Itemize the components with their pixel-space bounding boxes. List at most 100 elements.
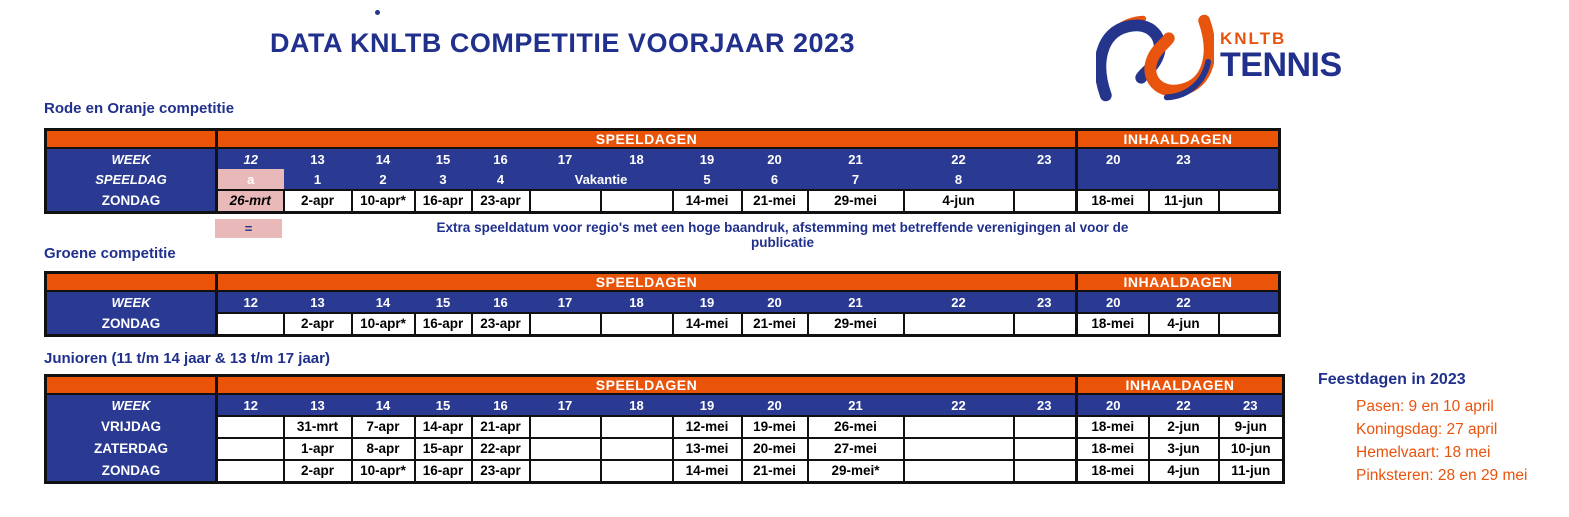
table-row: ZONDAG 2-apr 10-apr* 16-apr 23-apr 14-mei 21-m… bbox=[45, 312, 1281, 337]
holiday-item: Hemelvaart: 18 mei bbox=[1356, 444, 1491, 461]
date-cell: 12-mei bbox=[671, 415, 743, 439]
logo-knltb-text: KNLTB bbox=[1220, 29, 1287, 48]
section-title-junioren: Junioren (11 t/m 14 jaar & 13 t/m 17 jaa… bbox=[44, 350, 330, 367]
date-cell: 8-apr bbox=[350, 437, 416, 461]
week-cell: 16 bbox=[471, 148, 530, 169]
date-cell: 7-apr bbox=[350, 415, 416, 439]
holidays-title: Feestdagen in 2023 bbox=[1318, 371, 1466, 388]
week-cell: 8 bbox=[903, 169, 1014, 190]
date-cell bbox=[902, 459, 1015, 484]
date-cell: 23-apr bbox=[470, 189, 531, 214]
week-cell: 22 bbox=[1148, 394, 1219, 416]
date-cell bbox=[599, 312, 674, 337]
week-cell: 18 bbox=[600, 148, 673, 169]
week-cell: 12 bbox=[216, 394, 284, 416]
week-cell: 2 bbox=[351, 169, 415, 190]
week-cell: 17 bbox=[529, 291, 601, 313]
date-cell: 21-mei bbox=[740, 459, 809, 484]
table-row: VRIJDAG 31-mrt 7-apr 14-apr 21-apr 12-mei 19-m… bbox=[45, 415, 1285, 439]
date-cell bbox=[1217, 312, 1281, 337]
week-cell: 16 bbox=[471, 291, 530, 313]
date-cell: 29-mei bbox=[806, 312, 905, 337]
date-cell bbox=[599, 415, 674, 439]
date-cell: 10-jun bbox=[1217, 437, 1285, 461]
week-cell: 23 bbox=[1218, 394, 1284, 416]
week-cell: 15 bbox=[414, 291, 472, 313]
week-cell: 7 bbox=[807, 169, 904, 190]
date-cell: 2-jun bbox=[1147, 415, 1220, 439]
table-row: ZONDAG 2-apr 10-apr* 16-apr 23-apr 14-mei 21-m… bbox=[45, 459, 1285, 484]
week-cell: 18 bbox=[600, 394, 673, 416]
date-cell: 10-apr* bbox=[350, 459, 416, 484]
date-cell: 26-mrt bbox=[215, 189, 285, 214]
date-cell bbox=[215, 437, 285, 461]
date-cell bbox=[1012, 459, 1078, 484]
date-cell: 20-mei bbox=[740, 437, 809, 461]
week-cell: 22 bbox=[1148, 291, 1219, 313]
date-cell bbox=[528, 437, 602, 461]
week-cell: 23 bbox=[1013, 291, 1077, 313]
footnote-text: Extra speeldatum voor regio's met een ho… bbox=[436, 220, 1129, 250]
date-cell: 21-apr bbox=[470, 415, 531, 439]
row-label: VRIJDAG bbox=[45, 416, 218, 438]
week-cell: 13 bbox=[283, 148, 352, 169]
date-cell: 2-apr bbox=[282, 459, 353, 484]
vakantie-cell: Vakantie bbox=[529, 169, 673, 190]
week-cell: 19 bbox=[672, 394, 742, 416]
date-cell: 29-mei bbox=[806, 189, 905, 214]
date-cell: 18-mei bbox=[1075, 189, 1150, 214]
date-cell: 21-mei bbox=[740, 189, 809, 214]
week-cell: 12 bbox=[216, 291, 284, 313]
week-cell: 19 bbox=[672, 148, 742, 169]
week-cell: 18 bbox=[600, 291, 673, 313]
date-cell bbox=[528, 459, 602, 484]
date-cell bbox=[1012, 415, 1078, 439]
week-cell: 14 bbox=[351, 291, 415, 313]
date-cell: 1-apr bbox=[282, 437, 353, 461]
speeldagen-band: SPEELDAGEN bbox=[216, 129, 1077, 149]
date-cell: 23-apr bbox=[470, 459, 531, 484]
week-cell bbox=[1218, 291, 1280, 313]
date-cell: 26-mei bbox=[806, 415, 905, 439]
week-cell: 19 bbox=[672, 291, 742, 313]
week-cell: 17 bbox=[529, 148, 601, 169]
week-cell: 21 bbox=[807, 394, 904, 416]
week-cell: 23 bbox=[1148, 148, 1219, 169]
row-label: WEEK bbox=[45, 148, 218, 169]
date-cell: 18-mei bbox=[1075, 459, 1150, 484]
row-label: ZONDAG bbox=[45, 460, 218, 483]
week-cell: 23 bbox=[1013, 394, 1077, 416]
date-cell: 29-mei* bbox=[806, 459, 905, 484]
inhaaldagen-band: INHAALDAGEN bbox=[1075, 129, 1280, 149]
week-cell: 22 bbox=[903, 148, 1014, 169]
date-cell: 18-mei bbox=[1075, 437, 1150, 461]
table-row: WEEK 12 13 14 15 16 17 18 19 20 21 22 23 20 23 bbox=[45, 148, 1280, 169]
date-cell: 16-apr bbox=[413, 189, 473, 214]
week-cell: 20 bbox=[1075, 148, 1149, 169]
table-row: WEEK 12 13 14 15 16 17 18 19 20 21 22 23 20 22 bbox=[45, 291, 1280, 313]
date-cell bbox=[599, 459, 674, 484]
date-cell: 10-apr* bbox=[350, 312, 416, 337]
week-cell: 23 bbox=[1013, 148, 1077, 169]
knltb-logo: KNLTB TENNIS bbox=[1096, 12, 1342, 104]
section-title-groene: Groene competitie bbox=[44, 245, 176, 262]
competition-table-rode-oranje: SPEELDAGEN INHAALDAGEN WEEK 12 13 14 15 16 17 18 1… bbox=[44, 128, 1281, 214]
date-cell: 2-apr bbox=[282, 189, 353, 214]
date-cell: 11-jun bbox=[1217, 459, 1285, 484]
week-cell: 6 bbox=[741, 169, 808, 190]
date-cell bbox=[599, 437, 674, 461]
inhaaldagen-band: INHAALDAGEN bbox=[1075, 272, 1280, 292]
date-cell: 11-jun bbox=[1147, 189, 1220, 214]
date-cell: 16-apr bbox=[413, 312, 473, 337]
competition-table-junioren: SPEELDAGEN INHAALDAGEN WEEK 12 13 14 15 16 17 18 1… bbox=[44, 374, 1285, 484]
week-cell bbox=[1148, 169, 1219, 190]
week-cell: 22 bbox=[903, 394, 1014, 416]
week-cell bbox=[1218, 169, 1280, 190]
section-title-rode-oranje: Rode en Oranje competitie bbox=[44, 100, 235, 117]
date-cell: 9-jun bbox=[1217, 415, 1285, 439]
week-cell: 1 bbox=[283, 169, 352, 190]
date-cell: 18-mei bbox=[1075, 415, 1150, 439]
date-cell: 4-jun bbox=[1147, 312, 1220, 337]
week-cell bbox=[1013, 169, 1077, 190]
